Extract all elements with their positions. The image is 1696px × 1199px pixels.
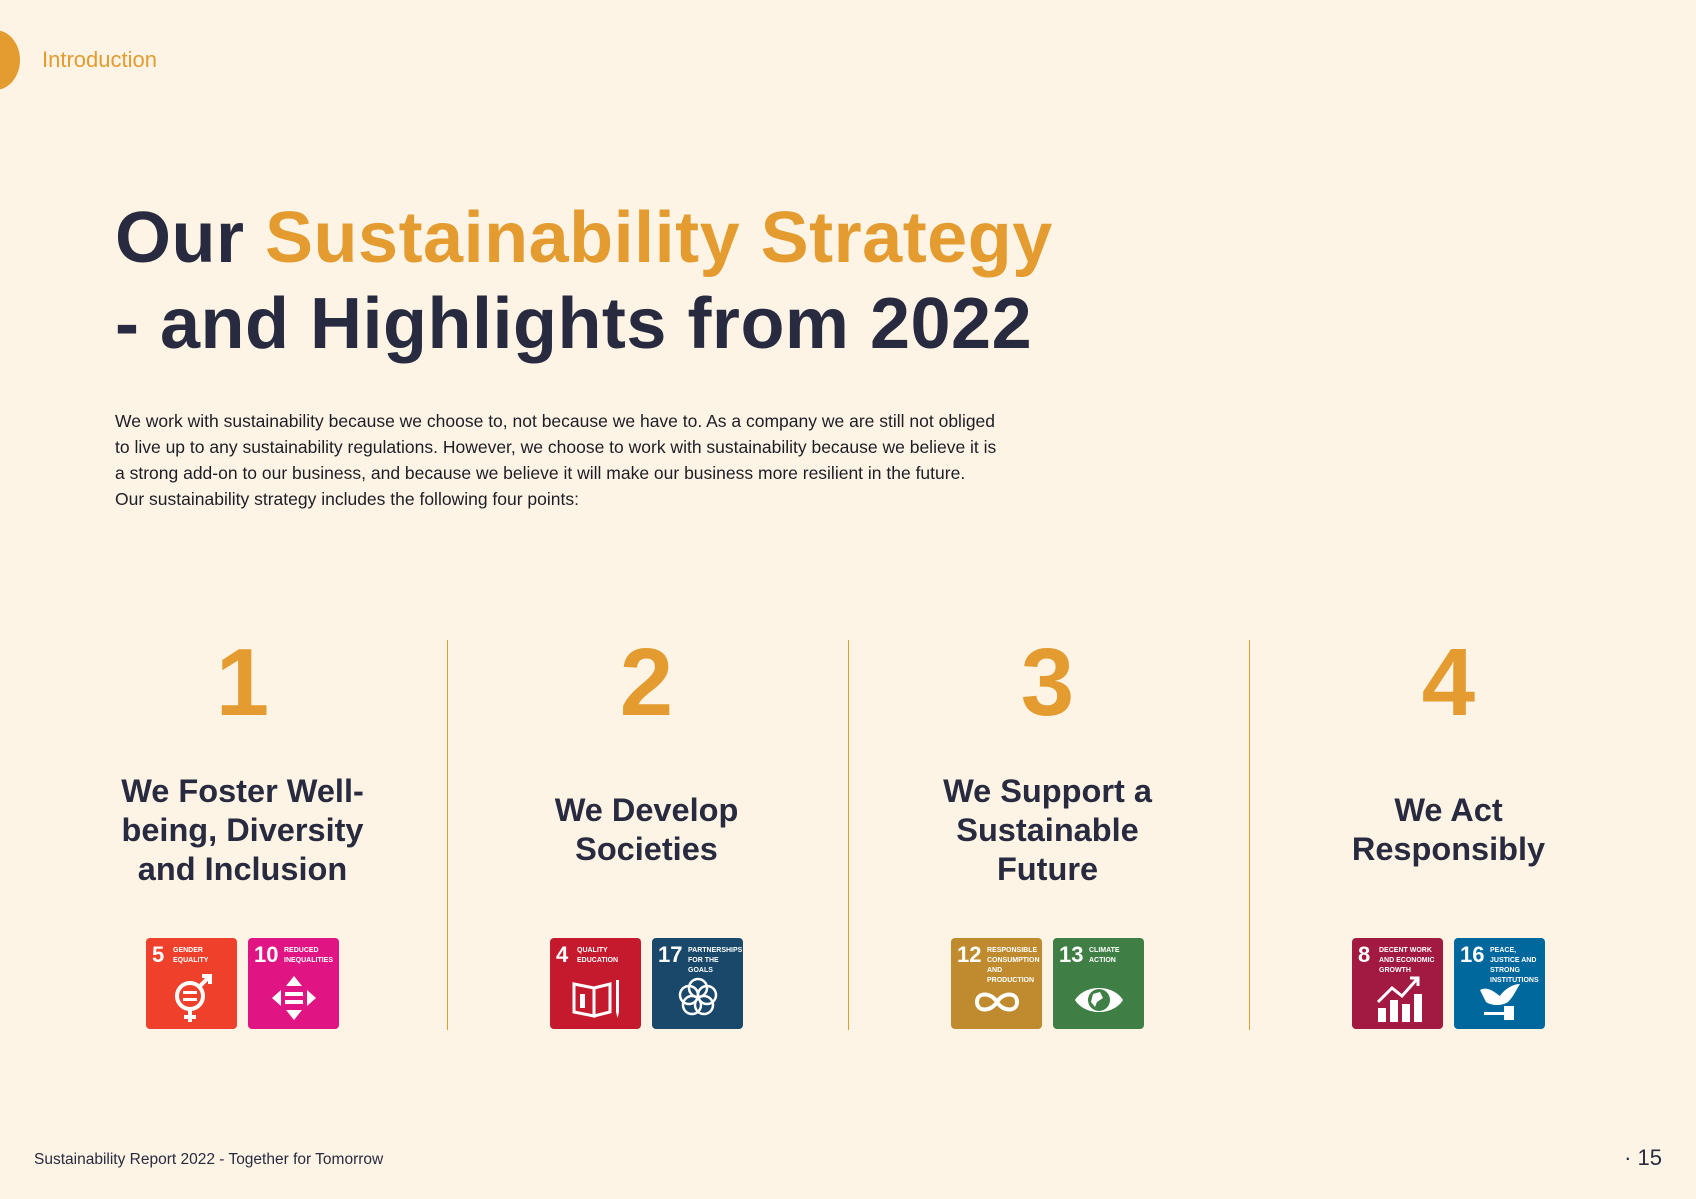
sdg-number: 5 (152, 942, 165, 967)
flower-icon (678, 977, 718, 1016)
strategy-point-4: 4 We Act Responsibly 8 Decent Work and E… (1251, 630, 1646, 1030)
intro-line: We work with sustainability because we c… (115, 411, 996, 431)
sdg-icons: 5 Gender Equality 10 Reduced Inequalitie… (45, 938, 440, 1029)
title-accent: Sustainability Strategy (265, 198, 1053, 278)
sdg-number: 4 (556, 942, 569, 967)
point-title-line: We Support a (943, 772, 1152, 809)
sdg-number: 16 (1460, 942, 1485, 967)
footer-text: Sustainability Report 2022 - Together fo… (34, 1151, 384, 1168)
reduced-inequalities-icon (272, 976, 316, 1020)
sdg-label: Decent Work and Economic Growth (1379, 947, 1435, 974)
sdg-12-tile: 12 Responsible Consumption and Productio… (951, 938, 1042, 1029)
infinity-icon (974, 992, 1020, 1012)
sdg-8-tile: 8 Decent Work and Economic Growth (1352, 938, 1443, 1029)
column-divider (848, 640, 849, 1030)
point-title-line: Future (996, 850, 1099, 887)
section-marker (0, 30, 20, 90)
column-divider (1249, 640, 1250, 1030)
sdg-16-tile: 16 Peace, Justice and Strong Institution… (1454, 938, 1545, 1029)
intro-line: to live up to any sustainability regulat… (115, 437, 997, 457)
point-title-line: Societies (575, 831, 718, 867)
point-title-line: and Inclusion (137, 850, 348, 887)
sdg-number: 13 (1059, 942, 1084, 967)
strategy-point-2: 2 We Develop Societies 4 Quality Educati… (449, 630, 844, 1030)
point-number: 4 (1421, 629, 1476, 736)
sdg-label: Responsible Consumption and Production (987, 947, 1040, 984)
title-line2: - and Highlights from 2022 (115, 284, 1033, 364)
point-title-line: being, Diversity (121, 811, 364, 848)
strategy-point-1: 1 We Foster Well- being, Diversity and I… (45, 630, 440, 1030)
eye-globe-icon (1075, 988, 1123, 1012)
page-number: · 15 (1624, 1145, 1662, 1170)
point-title-line: We Act (1394, 792, 1503, 828)
dove-gavel-icon (1480, 984, 1520, 1020)
sdg-10-tile: 10 Reduced Inequalities (248, 938, 339, 1029)
sdg-icons: 12 Responsible Consumption and Productio… (850, 938, 1245, 1029)
strategy-point-3: 3 We Support a Sustainable Future 12 Res… (850, 630, 1245, 1030)
point-number: 3 (1020, 629, 1075, 736)
sdg-17-tile: 17 Partnerships for the Goals (652, 938, 743, 1029)
sdg-number: 8 (1358, 942, 1371, 967)
point-title-line: Sustainable (956, 811, 1139, 848)
column-divider (447, 640, 448, 1030)
page-title: Our Sustainability Strategy - and Highli… (115, 195, 1053, 367)
point-title: We Develop Societies (459, 760, 834, 900)
point-title-line: We Develop (554, 792, 739, 828)
sdg-icons: 4 Quality Education 17 Partnerships for … (449, 938, 844, 1029)
title-part1: Our (115, 198, 245, 278)
intro-line: Our sustainability strategy includes the… (115, 489, 579, 509)
gender-equality-icon (175, 974, 212, 1022)
point-title: We Support a Sustainable Future (860, 760, 1235, 900)
book-icon (572, 980, 619, 1018)
point-title: We Foster Well- being, Diversity and Inc… (55, 760, 430, 900)
sdg-label: Climate Action (1089, 947, 1120, 964)
intro-line: a strong add-on to our business, and bec… (115, 463, 966, 483)
sdg-icons: 8 Decent Work and Economic Growth 16 Pea… (1251, 938, 1646, 1029)
point-number: 1 (215, 629, 270, 736)
sdg-4-tile: 4 Quality Education (550, 938, 641, 1029)
sdg-number: 10 (254, 942, 279, 967)
sdg-label: Quality Education (577, 947, 619, 964)
growth-chart-icon (1376, 976, 1422, 1022)
sdg-label: Gender Equality (173, 947, 209, 964)
sdg-13-tile: 13 Climate Action (1053, 938, 1144, 1029)
section-label: Introduction (42, 47, 157, 72)
sdg-label: Reduced Inequalities (284, 947, 334, 964)
sdg-5-tile: 5 Gender Equality (146, 938, 237, 1029)
sdg-label: Peace, Justice and Strong Institutions (1490, 947, 1539, 984)
intro-paragraph: We work with sustainability because we c… (115, 408, 1075, 512)
point-title-line: Responsibly (1351, 831, 1546, 867)
point-title-line: We Foster Well- (121, 772, 364, 809)
sdg-number: 17 (658, 942, 683, 967)
sdg-number: 12 (957, 942, 982, 967)
point-title: We Act Responsibly (1261, 760, 1636, 900)
sdg-label: Partnerships for the Goals (688, 947, 743, 974)
point-number: 2 (619, 629, 674, 736)
